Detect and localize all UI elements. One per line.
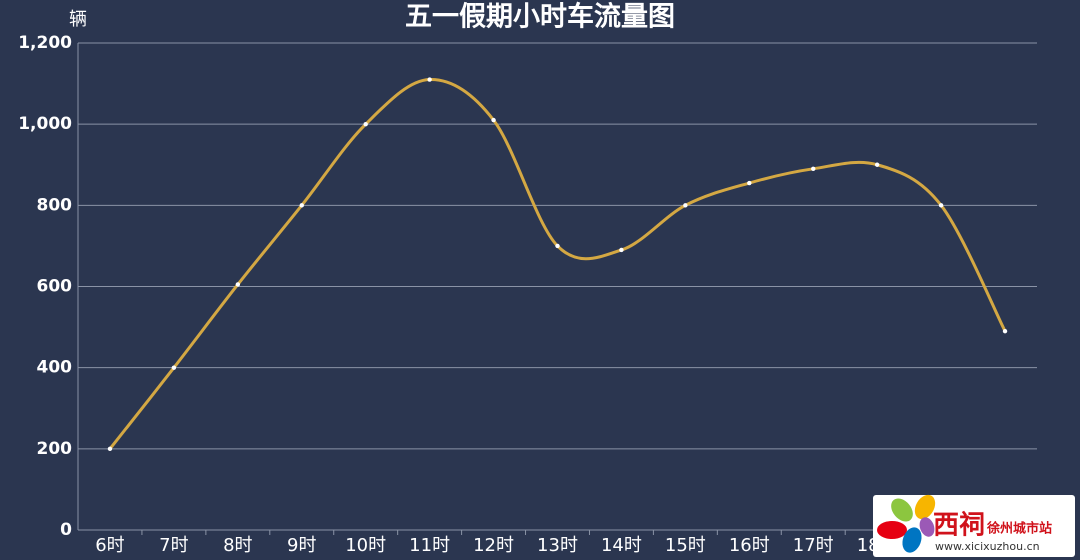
point — [107, 446, 113, 452]
x-tick-label: 17时 — [793, 535, 834, 556]
x-tick-label: 11时 — [409, 535, 450, 556]
point — [299, 203, 304, 208]
plot-area: 0 200 400 600 800 1,000 1,200 6时 7时 8时 9时 10时 11时 12时… — [18, 33, 1038, 556]
y-tick-label: 1,200 — [18, 33, 72, 53]
watermark-site: 徐州城市站 — [986, 521, 1052, 537]
point — [811, 166, 816, 172]
watermark: 西祠 徐州城市站 www.xicixuzhou.cn — [873, 494, 1075, 557]
y-tick-label: 600 — [37, 277, 73, 297]
petal — [877, 521, 907, 539]
petal — [919, 517, 935, 537]
x-tick-label: 12时 — [473, 535, 514, 556]
y-axis-unit: 辆 — [69, 9, 87, 30]
chart-title: 五一假期小时车流量图 — [405, 1, 675, 33]
point — [427, 77, 432, 82]
point — [1002, 328, 1008, 334]
point — [683, 203, 688, 208]
x-tick-label: 9时 — [287, 535, 316, 556]
x-tick-label: 8时 — [223, 535, 252, 556]
y-tick-label: 800 — [37, 195, 73, 215]
x-tick-label: 16时 — [729, 535, 770, 556]
point — [619, 247, 624, 253]
x-tick-label: 7时 — [159, 535, 188, 556]
point — [555, 243, 560, 249]
point — [747, 180, 752, 186]
point — [171, 365, 177, 370]
point — [235, 282, 241, 287]
point — [491, 117, 496, 123]
line — [108, 78, 1007, 450]
point — [938, 203, 944, 208]
watermark-logo: 西祠 — [933, 511, 985, 541]
petal — [914, 494, 936, 520]
point — [363, 121, 368, 127]
point — [874, 162, 880, 167]
x-tick-label: 6时 — [95, 535, 124, 556]
watermark-url: www.xicixuzhou.cn — [935, 540, 1040, 553]
y-tick-label: 400 — [37, 358, 73, 378]
x-tick-label: 14时 — [601, 535, 642, 556]
y-tick-label: 0 — [60, 520, 72, 540]
x-tick-label: 15时 — [665, 535, 706, 556]
y-tick-label: 200 — [37, 439, 73, 459]
y-tick-label: 1,000 — [18, 114, 72, 134]
petal — [902, 527, 922, 553]
petal — [891, 498, 913, 522]
x-tick-label: 13时 — [537, 535, 578, 556]
x-tick-label: 10时 — [345, 535, 386, 556]
